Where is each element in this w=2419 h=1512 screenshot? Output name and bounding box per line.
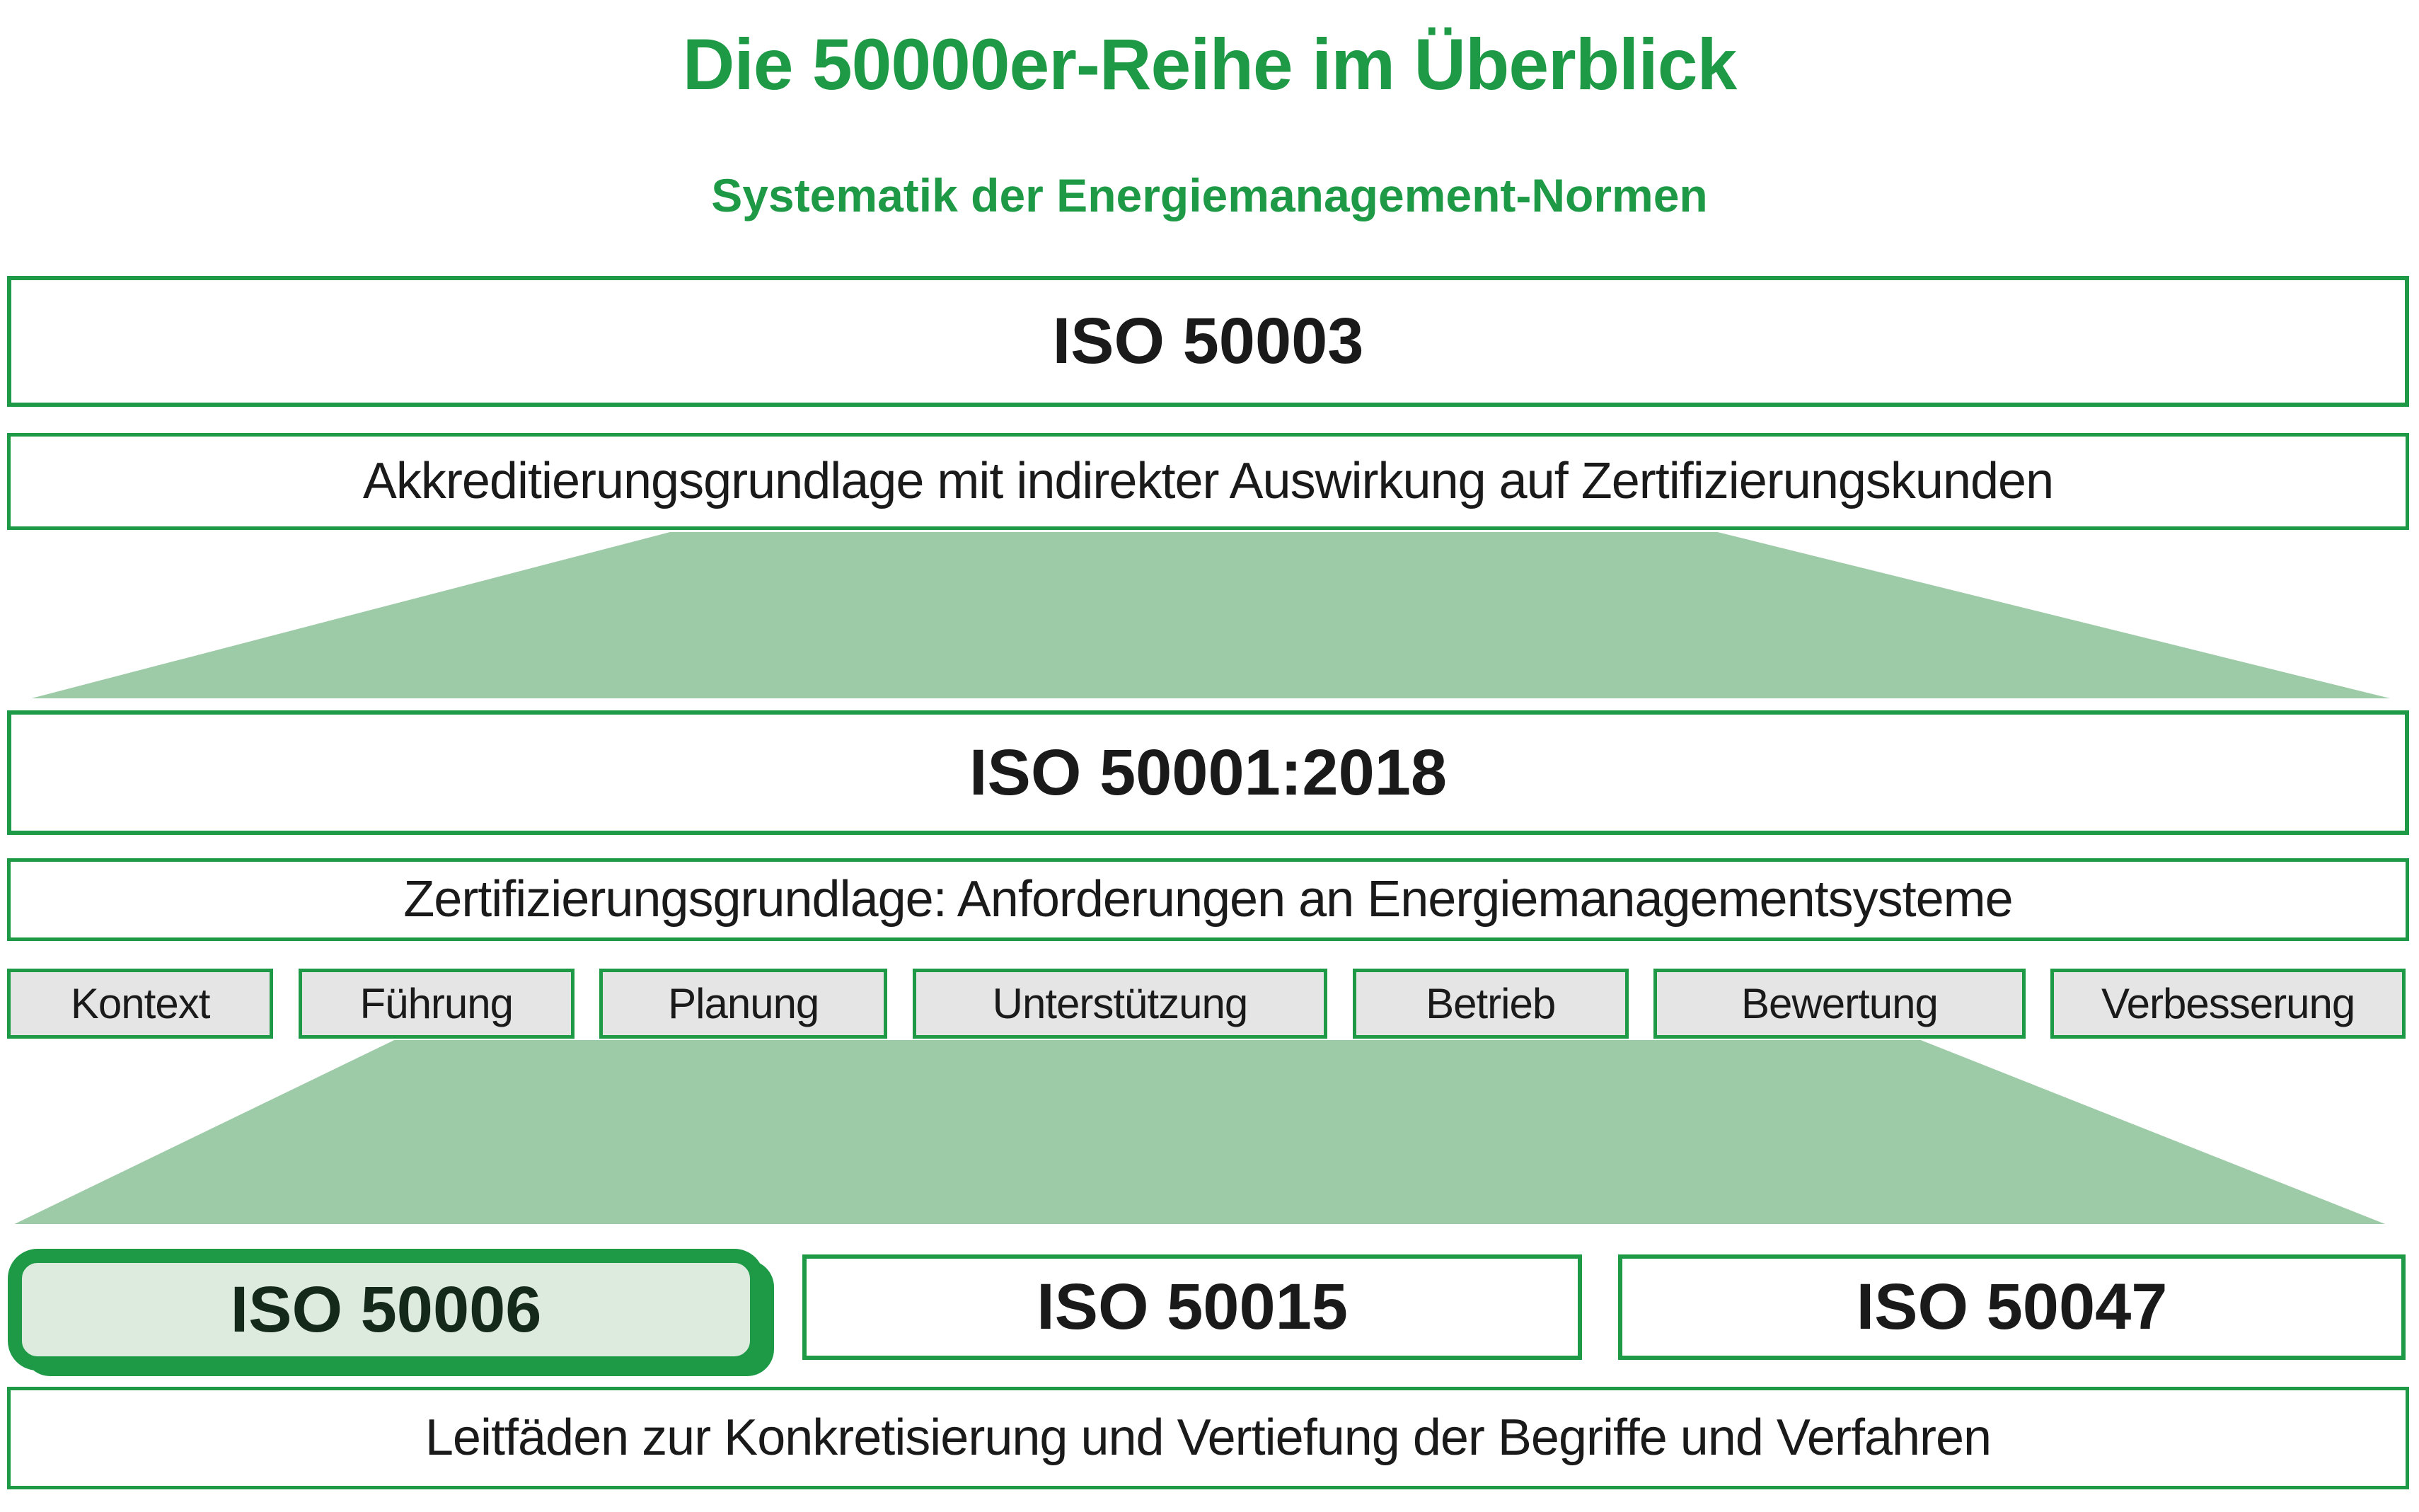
phase-box-betrieb: Betrieb bbox=[1352, 969, 1629, 1039]
standard-box-iso-50015: ISO 50015 bbox=[802, 1254, 1582, 1360]
accreditation-description-box: Akkreditierungsgrundlage mit indirekter … bbox=[7, 433, 2409, 530]
funnel-shape-upper bbox=[31, 532, 2390, 698]
iso-50001-box: ISO 50001:2018 bbox=[7, 710, 2409, 835]
iso-50003-box: ISO 50003 bbox=[7, 276, 2409, 407]
standard-box-iso-50006-highlighted: ISO 50006 bbox=[8, 1249, 764, 1370]
phase-box-planung: Planung bbox=[599, 969, 888, 1039]
page-subtitle: Systematik der Energiemanagement-Normen bbox=[711, 169, 1708, 221]
phase-box-fuehrung: Führung bbox=[298, 969, 575, 1039]
phase-box-kontext: Kontext bbox=[7, 969, 274, 1039]
certification-description-box: Zertifizierungsgrundlage: Anforderungen … bbox=[7, 858, 2409, 941]
phase-box-bewertung: Bewertung bbox=[1653, 969, 2026, 1039]
guidelines-description-box: Leitfäden zur Konkretisierung und Vertie… bbox=[7, 1387, 2409, 1489]
phase-row: Kontext Führung Planung Unterstützung Be… bbox=[7, 969, 2406, 1039]
page-title: Die 50000er-Reihe im Überblick bbox=[682, 24, 1737, 105]
phase-box-verbesserung: Verbesserung bbox=[2050, 969, 2406, 1039]
phase-box-unterstuetzung: Unterstützung bbox=[912, 969, 1328, 1039]
standard-box-iso-50047: ISO 50047 bbox=[1618, 1254, 2406, 1360]
funnel-shape-lower bbox=[14, 1040, 2386, 1224]
